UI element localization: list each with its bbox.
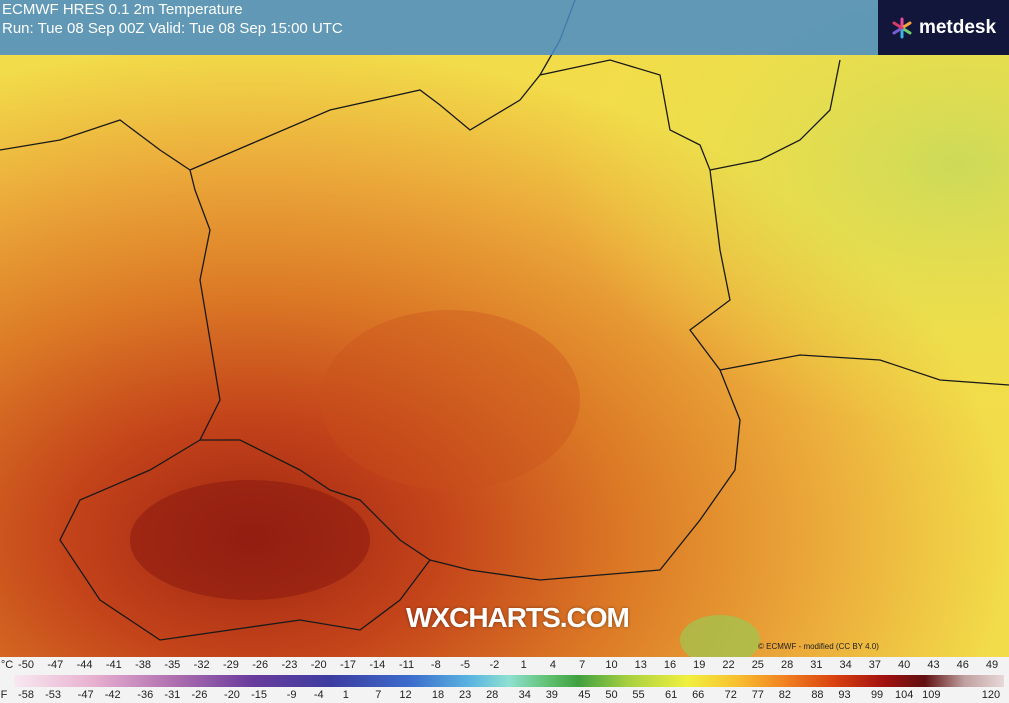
celsius-label: 22 [722,659,735,671]
fahrenheit-label: -4 [313,689,324,701]
celsius-label: -29 [222,659,239,671]
logo[interactable]: metdesk [878,0,1009,55]
fahrenheit-label: 28 [486,689,499,701]
celsius-label: -14 [369,659,386,671]
warm-spot [320,310,580,490]
header: ECMWF HRES 0.1 2m Temperature Run: Tue 0… [0,0,1009,55]
celsius-label: 34 [839,659,852,671]
fahrenheit-label: -47 [77,689,94,701]
fahrenheit-label: 23 [458,689,472,701]
fahrenheit-label: 34 [518,689,531,701]
celsius-label: -17 [340,659,356,671]
fahrenheit-label: 82 [778,689,792,701]
fahrenheit-label: 109 [922,689,941,701]
celsius-label: 43 [927,659,940,671]
hot-spot [130,480,370,600]
celsius-label: 10 [605,659,618,671]
celsius-label: -32 [193,659,210,671]
fahrenheit-label: 61 [664,689,678,701]
celsius-unit: °C [0,659,14,671]
fahrenheit-label: 50 [605,689,618,701]
fahrenheit-label: 39 [545,689,558,701]
cool-spot [680,615,760,657]
fahrenheit-label: 104 [894,689,914,701]
fahrenheit-label: 66 [692,689,705,701]
celsius-label: 13 [634,659,647,671]
fahrenheit-label: 12 [399,689,412,701]
belarus-border [709,59,841,171]
celsius-label: 28 [780,659,794,671]
celsius-label: 25 [751,659,764,671]
fahrenheit-label: -9 [286,689,297,701]
celsius-label: -8 [430,659,441,671]
fahrenheit-label: 77 [751,689,764,701]
czech-border [59,439,431,641]
fahrenheit-label: -15 [251,689,268,701]
celsius-label: 40 [898,659,911,671]
celsius-label: 37 [868,659,882,671]
celsius-label: -35 [164,659,181,671]
legend: °C F -50 -47 -44 -41 -38 -35 -32 -29 -26 -23 -20 -1… [0,657,1009,703]
celsius-label: 46 [956,659,969,671]
celsius-label: -2 [489,659,500,671]
celsius-label: -11 [398,659,415,671]
celsius-label: 19 [693,659,706,671]
celsius-label: -5 [460,659,470,671]
celsius-label: 4 [549,659,556,671]
celsius-label: -26 [252,659,269,671]
celsius-label: -20 [310,659,327,671]
credit: © ECMWF - modified (CC BY 4.0) [758,642,879,651]
fahrenheit-label: 45 [578,689,591,701]
fahrenheit-label: -20 [224,689,240,701]
ukraine-border [719,354,1009,386]
fahrenheit-label: 72 [724,689,737,701]
fahrenheit-label: 7 [375,689,382,701]
fahrenheit-label: -42 [104,689,121,701]
fahrenheit-label: -31 [164,689,181,701]
fahrenheit-label: 18 [431,689,445,701]
logo-icon [892,17,912,38]
celsius-label: 1 [520,659,527,671]
fahrenheit-label: -26 [191,689,208,701]
fahrenheit-label: 1 [342,689,349,701]
celsius-label: 16 [663,659,677,671]
celsius-label: 31 [810,659,823,671]
celsius-label: -38 [135,659,152,671]
fahrenheit-label: 55 [632,689,645,701]
celsius-label: -23 [281,659,298,671]
coast [0,119,191,171]
color-scale [14,675,1004,687]
celsius-label: 49 [985,659,999,671]
celsius-label: -41 [105,659,122,671]
fahrenheit-label: -53 [45,689,62,701]
celsius-label: 7 [579,659,586,671]
fahrenheit-label: -36 [137,689,154,701]
fahrenheit-label: 120 [981,689,1001,701]
watermark: WXCHARTS.COM [406,602,630,633]
celsius-label: -50 [18,659,34,671]
fahrenheit-label: 99 [870,689,884,701]
fahrenheit-label: -58 [18,689,34,701]
fahrenheit-label: 88 [811,689,824,701]
celsius-label: -47 [47,659,64,671]
celsius-label: -44 [76,659,93,671]
fahrenheit-label: 93 [838,689,851,701]
temperature-map [0,0,1009,657]
map-subtitle: Run: Tue 08 Sep 00Z Valid: Tue 08 Sep 15… [2,20,343,37]
map-title: ECMWF HRES 0.1 2m Temperature [2,1,243,18]
fahrenheit-unit: F [0,689,8,701]
logo-text: metdesk [918,16,997,38]
